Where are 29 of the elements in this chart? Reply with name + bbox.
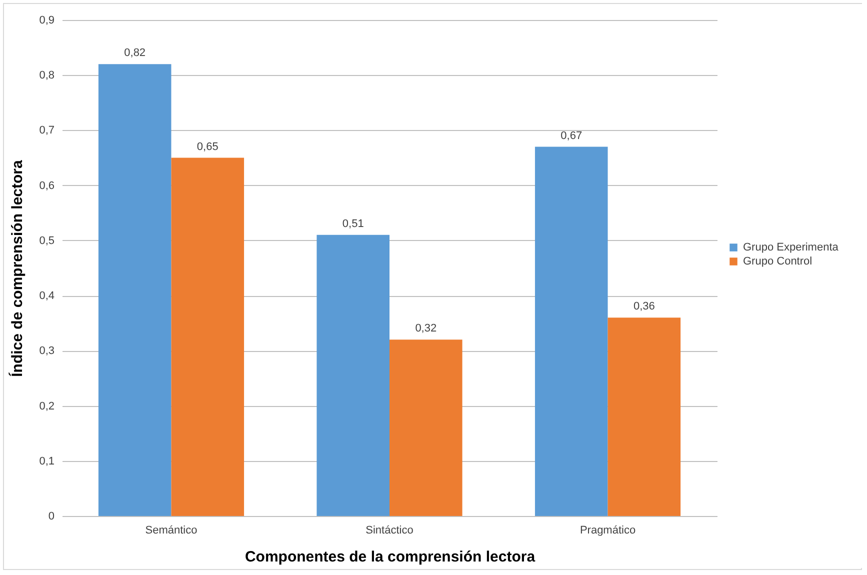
bar — [534, 146, 608, 516]
x-tick-label: Semántico — [145, 524, 198, 536]
legend-label: Grupo Experimenta — [743, 242, 840, 254]
legend-label: Grupo Control — [743, 256, 812, 268]
data-label: 0,65 — [196, 140, 218, 153]
bar — [316, 234, 390, 516]
y-tick-label: 0,4 — [39, 290, 54, 302]
x-tick-label: Pragmático — [580, 524, 636, 536]
bar — [98, 64, 172, 516]
y-tick-label: 0 — [48, 510, 54, 522]
data-label: 0,51 — [342, 218, 364, 230]
bar — [171, 158, 244, 516]
y-tick-label: 0,8 — [39, 70, 54, 82]
y-tick-label: 0,1 — [39, 455, 54, 468]
y-tick-label: 0,7 — [39, 124, 54, 137]
y-tick-label: 0,5 — [39, 234, 54, 247]
bar — [390, 340, 462, 516]
y-tick-label: 0,9 — [39, 14, 54, 26]
data-label: 0,36 — [633, 300, 655, 313]
bar — [608, 318, 681, 516]
data-label: 0,32 — [415, 322, 437, 335]
x-tick-label: Sintáctico — [366, 524, 414, 536]
y-tick-label: 0,6 — [39, 180, 54, 192]
y-tick-label: 0,3 — [39, 345, 54, 358]
data-label: 0,67 — [560, 130, 582, 142]
y-axis-title: Índice de comprensión lectora — [8, 159, 26, 377]
data-label: 0,82 — [124, 47, 146, 60]
x-axis-title: Componentes de la comprensión lectora — [244, 548, 536, 566]
y-tick-label: 0,2 — [39, 400, 54, 412]
